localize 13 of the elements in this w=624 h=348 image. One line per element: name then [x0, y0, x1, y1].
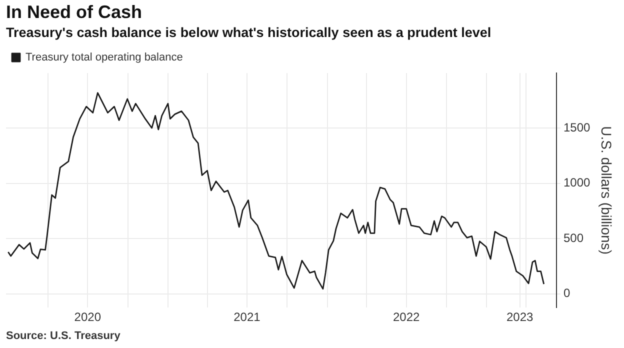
legend-label: Treasury total operating balance: [26, 52, 183, 64]
chart-subtitle: Treasury's cash balance is below what's historically seen as a prudent level: [6, 25, 492, 40]
x-tick-label: 2020: [74, 310, 102, 324]
source-note: Source: U.S. Treasury: [6, 330, 120, 342]
y-tick-label: 0: [564, 286, 571, 300]
y-tick-label: 500: [564, 230, 584, 245]
x-tick-label: 2023: [506, 310, 534, 324]
x-tick-label: 2021: [234, 310, 261, 324]
y-tick-label: 1000: [564, 176, 591, 190]
y-axis-title: U.S. dollars (billions): [598, 126, 615, 254]
y-tick-label: 1500: [564, 120, 591, 135]
chart-title: In Need of Cash: [6, 2, 142, 23]
x-tick-label: 2022: [392, 310, 420, 324]
